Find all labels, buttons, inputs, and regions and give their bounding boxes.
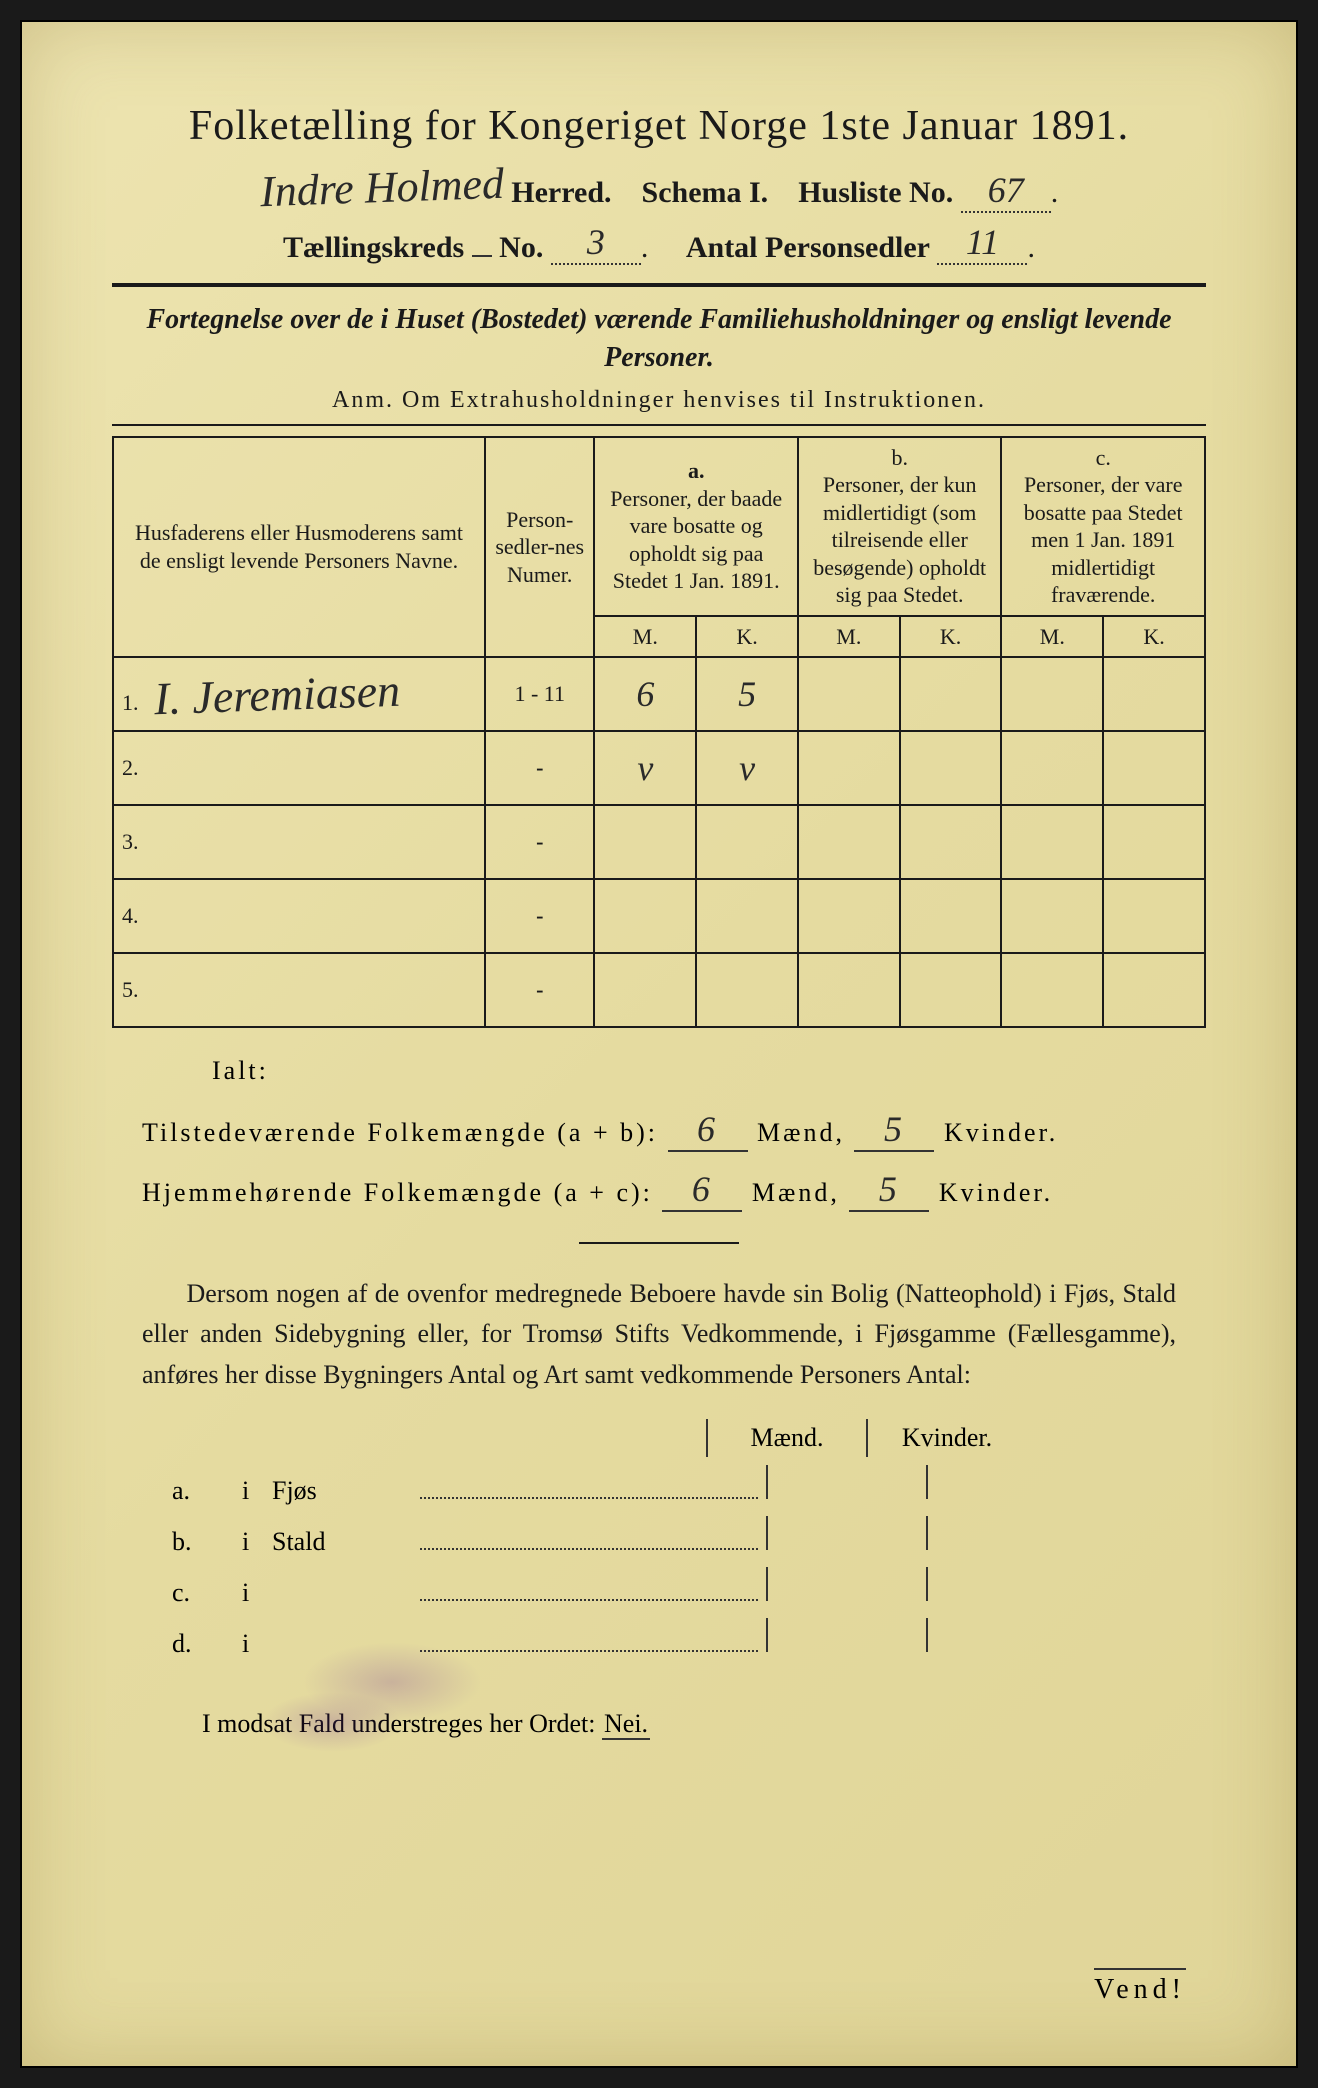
herred-line: Indre Holmed Herred. Schema I. Husliste …	[112, 162, 1206, 213]
total-line-1: Tilstedeværende Folkemængde (a + b): 6 M…	[142, 1108, 1176, 1152]
col-c-k: K.	[1103, 616, 1205, 658]
side-maend-header: Mænd.	[706, 1419, 866, 1457]
total-line-2: Hjemmehørende Folkemængde (a + c): 6 Mæn…	[142, 1168, 1176, 1212]
col-c: c.Personer, der vare bosatte paa Stedet …	[1001, 437, 1205, 616]
table-row: 3. -	[113, 805, 1205, 879]
antal-label: Antal Personsedler	[686, 231, 930, 264]
schema-label: Schema I.	[642, 176, 769, 209]
nei-line: I modsat Fald understreges her Ordet: Ne…	[112, 1709, 1206, 1739]
col-b-m: M.	[798, 616, 900, 658]
side-row: a. i Fjøs	[172, 1465, 1146, 1506]
side-row: b. i Stald	[172, 1516, 1146, 1557]
document-title: Folketælling for Kongeriget Norge 1ste J…	[112, 102, 1206, 150]
husliste-value: 67	[988, 169, 1024, 211]
side-building-section: Mænd. Kvinder. a. i Fjøs b. i Stald c. i…	[112, 1419, 1206, 1659]
herred-handwritten: Indre Holmed	[259, 158, 505, 217]
col-names-header: Husfaderens eller Husmoderens samt de en…	[113, 437, 485, 658]
col-c-m: M.	[1001, 616, 1103, 658]
kreds-line: Tællingskreds No. 3 . Antal Personsedler…	[112, 221, 1206, 265]
table-row: 5. -	[113, 953, 1205, 1027]
kreds-value: 3	[587, 221, 605, 263]
table-row: 1. I. Jeremiasen 1 - 11 6 5	[113, 657, 1205, 731]
table-row: 4. -	[113, 879, 1205, 953]
husliste-label: Husliste No.	[798, 176, 953, 209]
side-row: c. i	[172, 1567, 1146, 1608]
col-b: b.Personer, der kun midlertidigt (som ti…	[798, 437, 1002, 616]
totals-block: Ialt: Tilstedeværende Folkemængde (a + b…	[112, 1056, 1206, 1212]
table-row: 2. - v v	[113, 731, 1205, 805]
kreds-label: Tællingskreds	[283, 231, 464, 264]
dersom-paragraph: Dersom nogen af de ovenfor medregnede Be…	[112, 1274, 1206, 1395]
fortegnelse-text: Fortegnelse over de i Huset (Bostedet) v…	[112, 301, 1206, 377]
herred-label: Herred.	[511, 176, 611, 209]
anm-text: Anm. Om Extrahusholdninger henvises til …	[112, 387, 1206, 414]
col-a: a.Personer, der baade vare bosatte og op…	[594, 437, 798, 616]
col-a-m: M.	[594, 616, 696, 658]
nei-word: Nei.	[602, 1709, 650, 1740]
col-num-header: Person-sedler-nes Numer.	[485, 437, 594, 658]
col-a-k: K.	[696, 616, 798, 658]
vend-label: Vend!	[1094, 1968, 1186, 2006]
census-form-page: Folketælling for Kongeriget Norge 1ste J…	[20, 20, 1298, 2068]
kreds-no-label: No.	[499, 231, 543, 264]
side-kvinder-header: Kvinder.	[866, 1419, 1026, 1457]
side-row: d. i	[172, 1618, 1146, 1659]
ialt-label: Ialt:	[212, 1056, 1176, 1086]
main-table: Husfaderens eller Husmoderens samt de en…	[112, 436, 1206, 1029]
col-b-k: K.	[900, 616, 1002, 658]
antal-value: 11	[966, 221, 999, 263]
